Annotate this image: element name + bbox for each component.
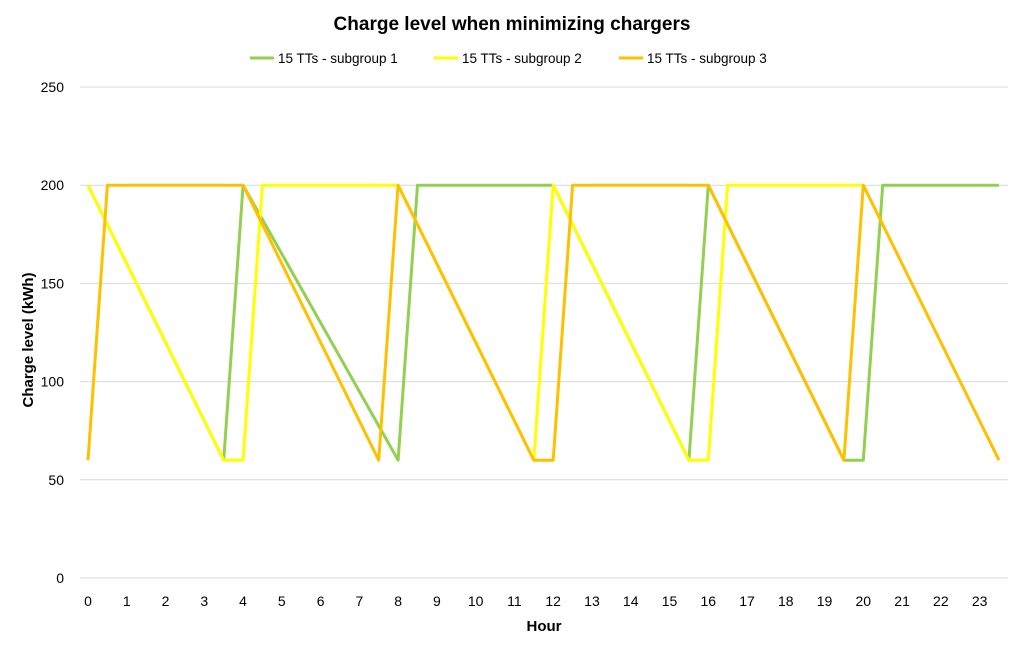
- x-tick-label: 12: [545, 593, 561, 609]
- x-tick-label: 0: [84, 593, 92, 609]
- x-axis-ticks: 0 1 2 3 4 5 6 7 8 9 10 11 12 13 14 15 16 17 18 19 20 21 22 23: [84, 593, 988, 609]
- x-tick-label: 1: [123, 593, 131, 609]
- x-tick-label: 13: [584, 593, 600, 609]
- legend-item-subgroup-2: 15 TTs - subgroup 2: [434, 51, 582, 66]
- y-tick-label: 100: [41, 374, 65, 390]
- y-tick-label: 250: [41, 79, 65, 95]
- x-tick-label: 9: [433, 593, 441, 609]
- y-axis-title: Charge level (kWh): [20, 272, 37, 407]
- x-tick-label: 6: [317, 593, 325, 609]
- series-line-subgroup-3: [86, 183, 1001, 462]
- legend-item-subgroup-1: 15 TTs - subgroup 1: [250, 51, 398, 66]
- legend-label: 15 TTs - subgroup 3: [647, 51, 767, 66]
- x-tick-label: 15: [662, 593, 678, 609]
- x-tick-label: 10: [468, 593, 484, 609]
- gridlines: [80, 86, 1008, 579]
- y-tick-label: 150: [41, 275, 65, 291]
- x-tick-label: 5: [278, 593, 286, 609]
- x-tick-label: 3: [200, 593, 208, 609]
- x-tick-label: 19: [817, 593, 833, 609]
- x-tick-label: 7: [355, 593, 363, 609]
- series-line-subgroup-2: [86, 183, 864, 462]
- legend-item-subgroup-3: 15 TTs - subgroup 3: [619, 51, 767, 66]
- x-tick-label: 2: [162, 593, 170, 609]
- y-tick-label: 0: [56, 570, 64, 586]
- series-lines: [86, 183, 1001, 462]
- x-tick-label: 22: [933, 593, 949, 609]
- x-tick-label: 16: [700, 593, 716, 609]
- y-axis-ticks: 0 50 100 150 200 250: [41, 79, 65, 586]
- x-tick-label: 11: [507, 593, 522, 609]
- y-tick-label: 200: [41, 177, 65, 193]
- legend-label: 15 TTs - subgroup 2: [462, 51, 582, 66]
- x-tick-label: 21: [894, 593, 910, 609]
- x-tick-label: 20: [856, 593, 872, 609]
- legend: 15 TTs - subgroup 1 15 TTs - subgroup 2 15…: [250, 51, 767, 66]
- legend-label: 15 TTs - subgroup 1: [278, 51, 398, 66]
- x-tick-label: 23: [972, 593, 988, 609]
- x-axis-title: Hour: [527, 618, 562, 635]
- x-tick-label: 8: [394, 593, 402, 609]
- chart-title: Charge level when minimizing chargers: [334, 14, 691, 35]
- x-tick-label: 4: [239, 593, 247, 609]
- x-tick-label: 17: [739, 593, 755, 609]
- x-tick-label: 14: [623, 593, 639, 609]
- y-tick-label: 50: [48, 472, 64, 488]
- x-tick-label: 18: [778, 593, 794, 609]
